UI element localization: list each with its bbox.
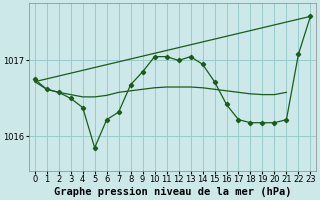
X-axis label: Graphe pression niveau de la mer (hPa): Graphe pression niveau de la mer (hPa) [54, 186, 291, 197]
